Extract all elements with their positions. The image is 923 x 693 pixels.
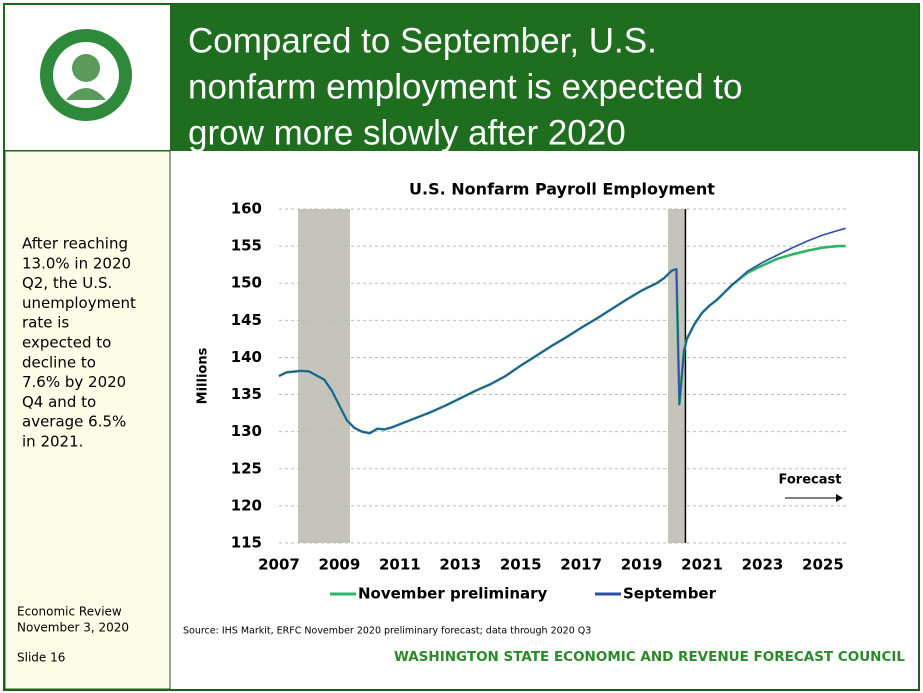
y-tick-label: 130	[231, 422, 262, 440]
x-tick-label: 2015	[500, 556, 542, 574]
y-tick-label: 135	[231, 385, 262, 403]
slide-number: Slide 16	[17, 651, 65, 665]
review-line: November 3, 2020	[17, 621, 129, 635]
series-line	[278, 227, 846, 434]
x-tick-label: 2021	[681, 556, 723, 574]
sidebar-line: 13.0% in 2020	[22, 254, 131, 272]
seal-portrait	[72, 54, 100, 82]
sidebar-line: rate is	[22, 314, 69, 332]
seal-bust	[66, 88, 106, 100]
y-axis-label: Millions	[196, 347, 211, 404]
sidebar-line: Q2, the U.S.	[22, 274, 112, 292]
x-tick-label: 2013	[439, 556, 481, 574]
y-tick-label: 160	[231, 200, 262, 218]
title-line: nonfarm employment is expected to	[188, 67, 742, 106]
legend-label: September	[623, 585, 717, 603]
x-tick-label: 2017	[560, 556, 602, 574]
x-tick-label: 2007	[258, 556, 300, 574]
y-tick-label: 125	[231, 459, 262, 477]
footer: WASHINGTON STATE ECONOMIC AND REVENUE FO…	[394, 649, 905, 665]
x-tick-label: 2023	[742, 556, 784, 574]
recession-band	[667, 209, 685, 543]
y-tick-label: 115	[231, 534, 262, 552]
y-tick-label: 120	[231, 496, 262, 514]
seal	[40, 29, 132, 121]
y-tick-label: 155	[231, 237, 262, 255]
y-tick-label: 145	[231, 311, 262, 329]
sidebar-line: unemployment	[22, 294, 136, 312]
x-tick-label: 2009	[319, 556, 361, 574]
source: Source: IHS Markit, ERFC November 2020 p…	[183, 626, 591, 637]
legend-label: November preliminary	[358, 585, 548, 603]
slide-title: Compared to September, U.S. nonfarm emplo…	[188, 21, 742, 152]
recession-band	[298, 209, 351, 543]
y-tick-label: 140	[231, 348, 262, 366]
sidebar	[4, 150, 171, 690]
review-line: Economic Review	[17, 605, 122, 619]
x-tick-label: 2025	[802, 556, 844, 574]
sidebar-line: After reaching	[22, 235, 128, 253]
chart: U.S. Nonfarm Payroll Employment 115 120 125…	[183, 180, 848, 637]
annotation: Forecast	[779, 473, 842, 488]
sidebar-line: 7.6% by 2020	[22, 373, 126, 391]
title-line: grow more slowly after 2020	[188, 113, 626, 152]
title-line: Compared to September, U.S.	[188, 21, 657, 60]
sidebar-line: average 6.5%	[22, 413, 126, 431]
sidebar-line: expected to	[22, 334, 111, 352]
y-tick-label: 150	[231, 274, 262, 292]
sidebar-line: Q4 and to	[22, 393, 96, 411]
chart-title: U.S. Nonfarm Payroll Employment	[409, 180, 715, 199]
x-tick-label: 2019	[621, 556, 663, 574]
annotation-arrowhead	[836, 494, 843, 502]
sidebar-line: decline to	[22, 353, 96, 371]
sidebar-line: in 2021.	[22, 433, 83, 451]
x-tick-label: 2011	[379, 556, 421, 574]
